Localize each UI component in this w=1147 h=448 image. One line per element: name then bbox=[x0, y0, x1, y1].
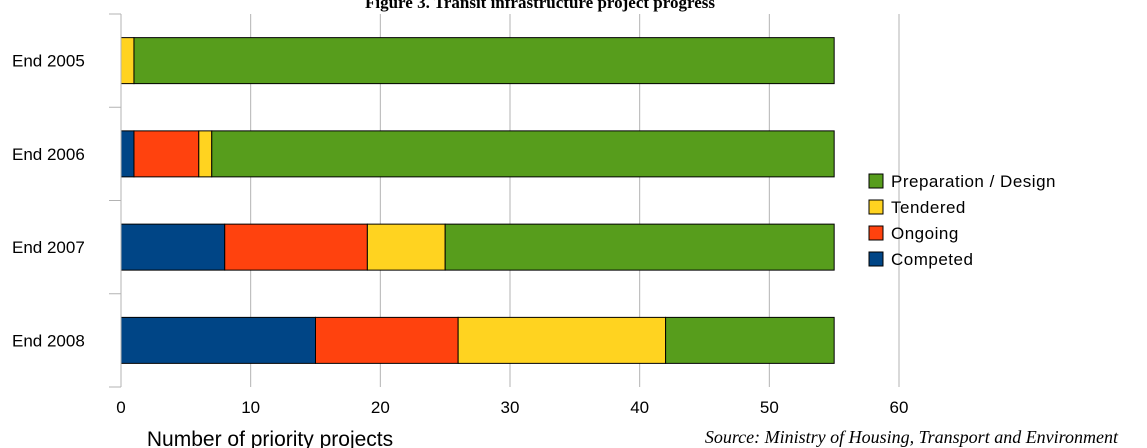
bar-segment bbox=[666, 317, 835, 363]
legend-swatch bbox=[869, 252, 883, 266]
x-tick-label: 60 bbox=[890, 398, 909, 417]
x-tick-label: 40 bbox=[630, 398, 649, 417]
bar-segment bbox=[121, 317, 316, 363]
x-tick-label: 20 bbox=[371, 398, 390, 417]
bar-segment bbox=[445, 224, 834, 270]
legend-label: Tendered bbox=[891, 198, 966, 217]
y-category-label: End 2006 bbox=[12, 145, 85, 164]
bar-segment bbox=[121, 38, 134, 84]
bar-segment bbox=[212, 131, 834, 177]
legend-label: Preparation / Design bbox=[891, 172, 1056, 191]
x-tick-label: 30 bbox=[501, 398, 520, 417]
x-tick-label: 10 bbox=[241, 398, 260, 417]
legend: Preparation / Design Tendered Ongoing Compe… bbox=[869, 172, 1056, 269]
legend-swatch bbox=[869, 200, 883, 214]
bars bbox=[121, 38, 834, 364]
bar-segment bbox=[316, 317, 459, 363]
legend-label: Competed bbox=[891, 250, 973, 269]
bar-segment bbox=[458, 317, 665, 363]
y-category-label: End 2005 bbox=[12, 52, 85, 71]
legend-swatch bbox=[869, 174, 883, 188]
bar-segment bbox=[199, 131, 212, 177]
legend-swatch bbox=[869, 226, 883, 240]
bar-segment bbox=[134, 131, 199, 177]
y-category-label: End 2008 bbox=[12, 331, 85, 350]
bar-segment bbox=[134, 38, 834, 84]
bar-segment bbox=[367, 224, 445, 270]
y-category-label: End 2007 bbox=[12, 238, 85, 257]
legend-label: Ongoing bbox=[891, 224, 959, 243]
bar-segment bbox=[121, 131, 134, 177]
x-tick-label: 0 bbox=[116, 398, 125, 417]
x-axis-title: Number of priority projects bbox=[147, 428, 393, 448]
bar-segment bbox=[225, 224, 368, 270]
x-tick-label: 50 bbox=[760, 398, 779, 417]
bar-segment bbox=[121, 224, 225, 270]
chart-title: Figure 3. Transit infrastructure project… bbox=[365, 0, 715, 12]
source-note: Source: Ministry of Housing, Transport a… bbox=[705, 427, 1119, 447]
